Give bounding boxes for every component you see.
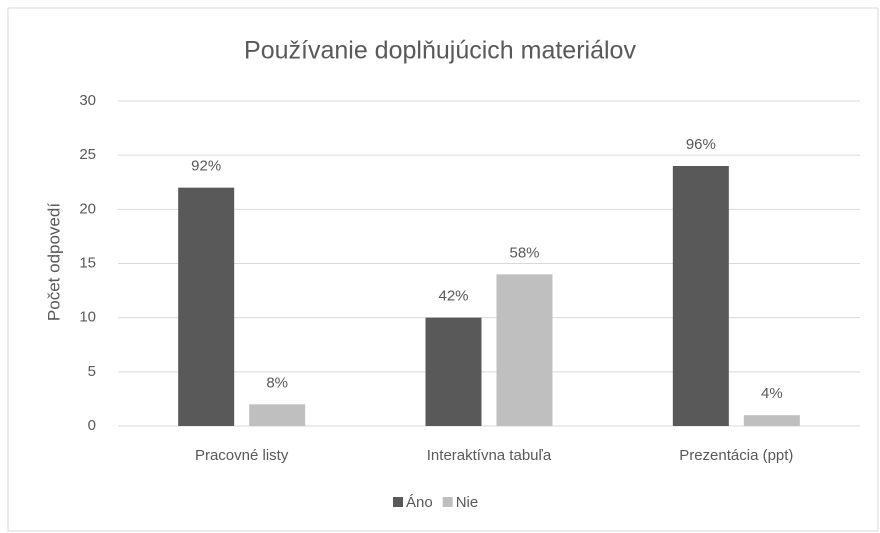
data-label: 96% (686, 136, 716, 153)
y-tick-label: 0 (88, 417, 96, 434)
y-tick-label: 10 (79, 309, 96, 326)
bar (496, 274, 553, 426)
data-label: 4% (761, 385, 783, 402)
bar (672, 166, 729, 426)
bar (249, 404, 306, 426)
bar (743, 415, 800, 426)
y-tick-label: 30 (79, 92, 96, 109)
data-label: 8% (266, 374, 288, 391)
y-axis-label: Počet odpovedí (44, 203, 63, 321)
chart-border (7, 7, 879, 532)
y-tick-label: 5 (88, 363, 96, 380)
y-tick-label: 15 (79, 254, 96, 271)
legend-swatch (393, 497, 403, 507)
x-tick-label: Pracovné listy (195, 447, 289, 464)
data-label: 58% (509, 244, 539, 261)
bar (425, 317, 482, 426)
data-label: 92% (191, 158, 221, 175)
legend-label: Nie (456, 494, 479, 511)
data-label: 42% (438, 288, 468, 305)
x-tick-label: Interaktívna tabuľa (427, 447, 552, 464)
legend-label: Áno (406, 494, 433, 511)
x-tick-label: Prezentácia (ppt) (679, 447, 793, 464)
y-tick-label: 25 (79, 146, 96, 163)
legend-swatch (442, 497, 453, 507)
y-tick-label: 20 (79, 200, 96, 217)
bar (178, 187, 235, 426)
chart-title: Používanie doplňujúcich materiálov (244, 37, 636, 65)
